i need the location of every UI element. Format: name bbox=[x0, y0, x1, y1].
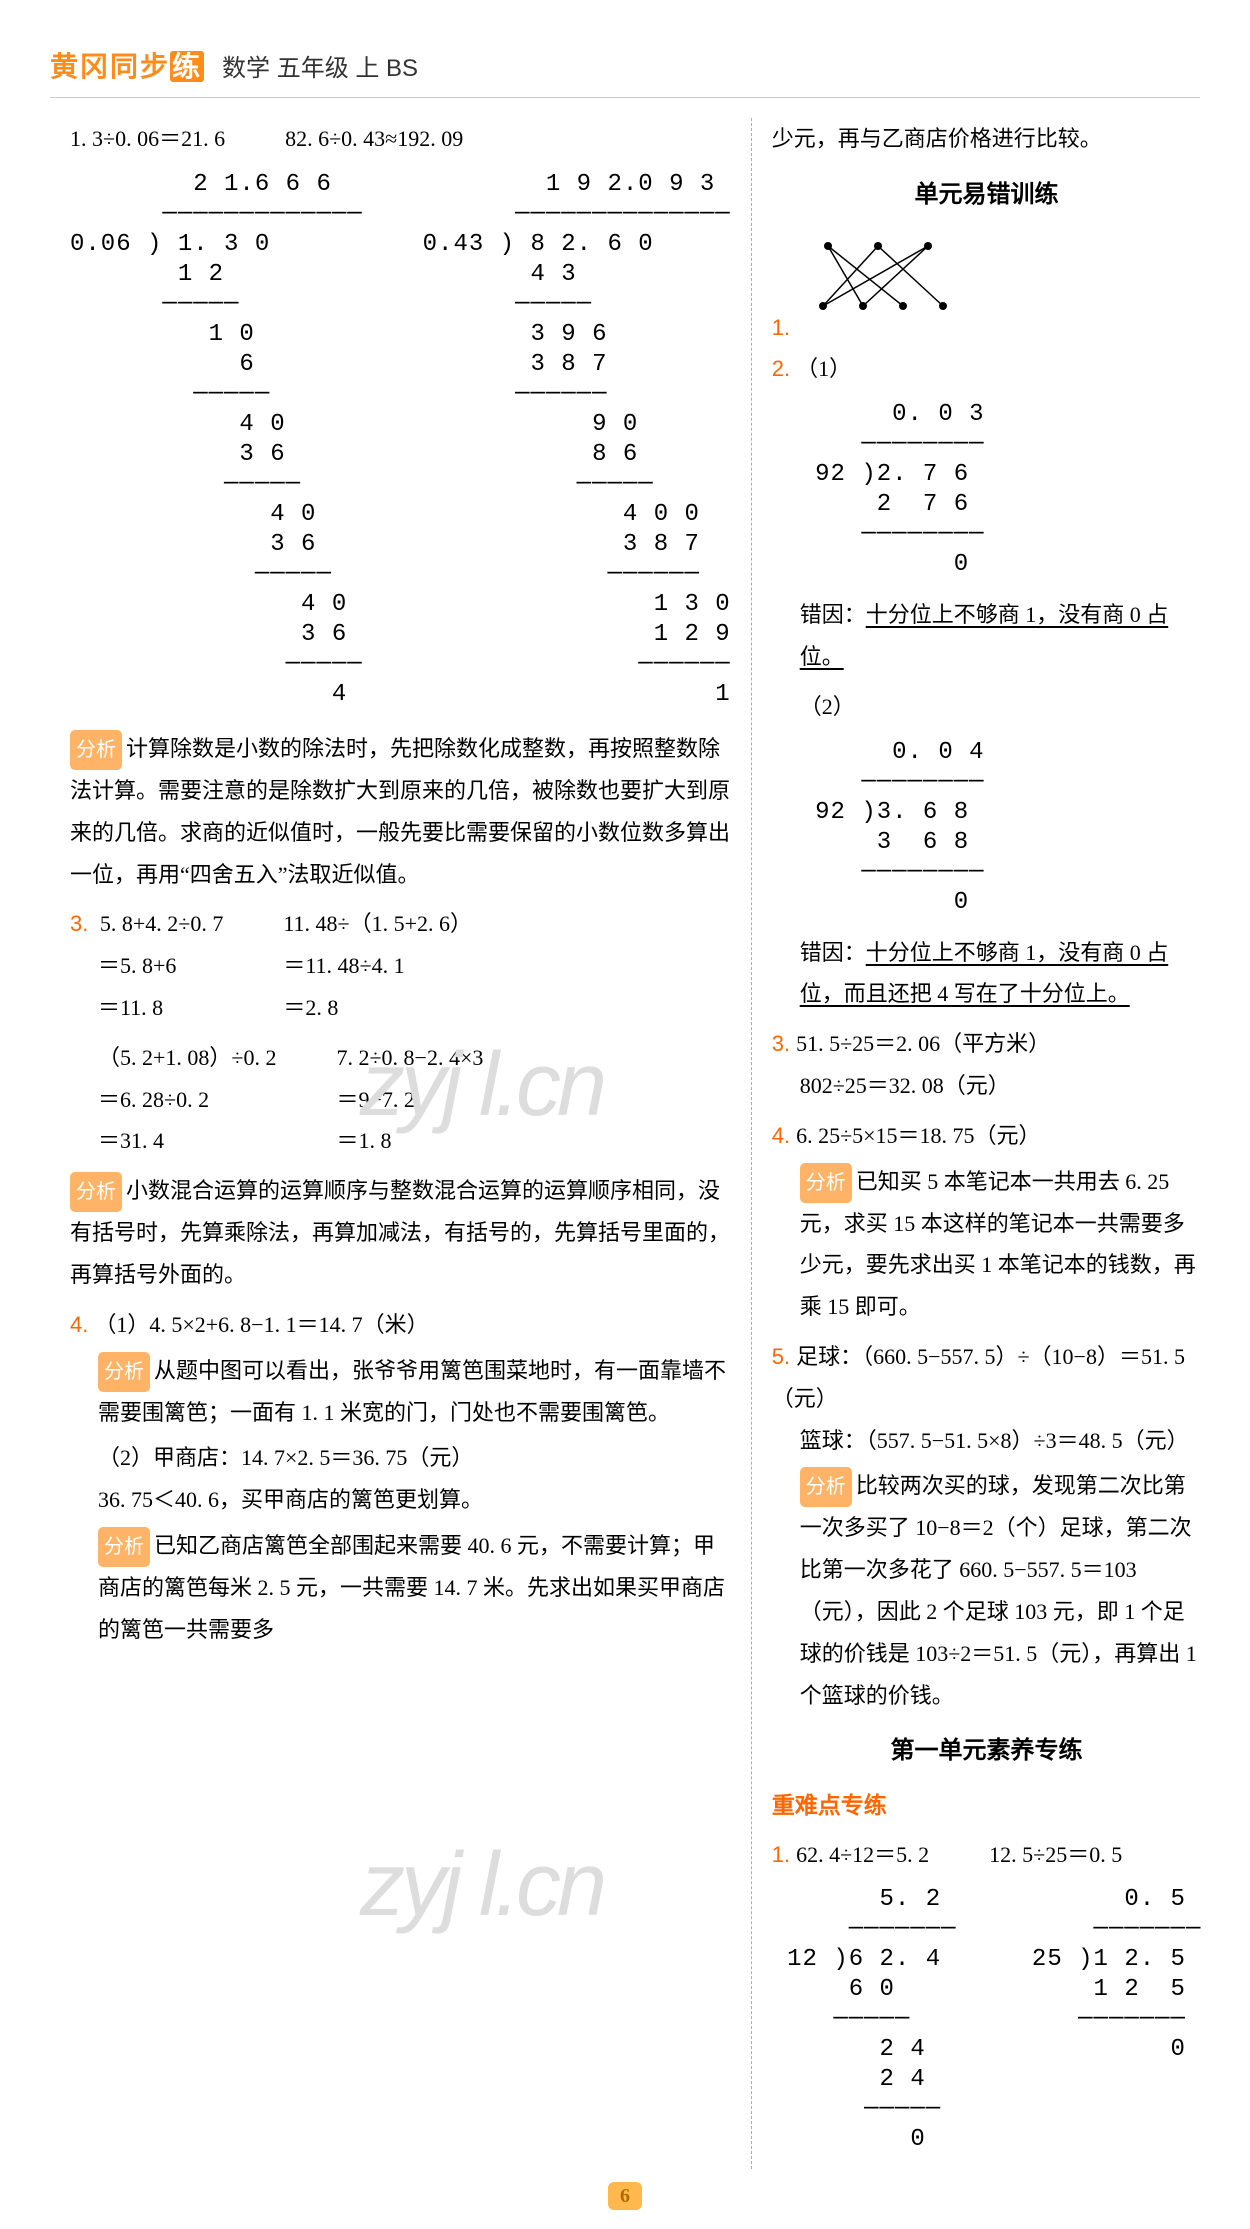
brand: 黄冈同步练 bbox=[50, 40, 204, 93]
analysis-block: 分析比较两次买的球，发现第二次比第一次多买了 10−8＝2（个）足球，第二次比第… bbox=[772, 1465, 1202, 1716]
continuation-text: 少元，再与乙商店价格进行比较。 bbox=[772, 118, 1202, 160]
calc-line: 足球：（660. 5−557. 5）÷（10−8）＝51. 5（元） bbox=[772, 1344, 1185, 1411]
eq-row-top: 1. 3÷0. 06＝21. 6 82. 6÷0. 43≈192. 09 bbox=[70, 118, 731, 160]
calc-line: （2）甲商店：14. 7×2. 5＝36. 75（元） bbox=[70, 1437, 731, 1479]
right-column: 少元，再与乙商店价格进行比较。 单元易错训练 1. 2.（1） 0. 0 3 ─… bbox=[752, 118, 1222, 2169]
item-number: 1. bbox=[772, 315, 790, 340]
analysis-block: 分析已知买 5 本笔记本一共用去 6. 25 元，求买 15 本这样的笔记本一共… bbox=[772, 1161, 1202, 1328]
error-line: 错因：十分位上不够商 1，没有商 0 占位，而且还把 4 写在了十分位上。 bbox=[772, 932, 1202, 1016]
long-division: 0. 5 ─────── 25 )1 2. 5 1 2 5 ─────── 0 bbox=[1017, 1885, 1202, 2155]
calc-line: ＝9−7. 2 bbox=[336, 1079, 483, 1121]
sub-label: （1） bbox=[796, 356, 851, 381]
calc-line: 5. 8+4. 2÷0. 7 bbox=[94, 911, 223, 936]
practice-row-1: 1.62. 4÷12＝5. 2 12. 5÷25＝0. 5 bbox=[772, 1834, 1202, 1876]
q3: 3.51. 5÷25＝2. 06（平方米） bbox=[772, 1023, 1202, 1065]
analysis-text: 小数混合运算的运算顺序与整数混合运算的运算顺序相同，没有括号时，先算乘除法，再算… bbox=[70, 1178, 730, 1287]
analysis-text: 已知买 5 本笔记本一共用去 6. 25 元，求买 15 本这样的笔记本一共需要… bbox=[800, 1169, 1196, 1320]
analysis-text: 已知乙商店篱笆全部围起来需要 40. 6 元，不需要计算；甲商店的篱笆每米 2.… bbox=[98, 1533, 725, 1642]
analysis-text: 计算除数是小数的除法时，先把除数化成整数，再按照整数除法计算。需要注意的是除数扩… bbox=[70, 736, 730, 887]
subheading: 重难点专练 bbox=[772, 1784, 1202, 1828]
calc-line: 11. 48÷（1. 5+2. 6） bbox=[283, 903, 472, 945]
calc-line: ＝5. 8+6 bbox=[70, 945, 223, 987]
analysis-tag: 分析 bbox=[70, 730, 122, 770]
analysis-tag: 分析 bbox=[800, 1163, 852, 1203]
calc-block: 11. 48÷（1. 5+2. 6） ＝11. 48÷4. 1 ＝2. 8 bbox=[283, 903, 472, 1028]
q3-row1: 3. 5. 8+4. 2÷0. 7 ＝5. 8+6 ＝11. 8 11. 48÷… bbox=[70, 903, 731, 1028]
calc-block: 3. 5. 8+4. 2÷0. 7 ＝5. 8+6 ＝11. 8 bbox=[70, 903, 223, 1028]
item-number: 5. bbox=[772, 1344, 790, 1369]
left-column: 1. 3÷0. 06＝21. 6 82. 6÷0. 43≈192. 09 2 1… bbox=[50, 118, 752, 2169]
error-label: 错因： bbox=[800, 940, 866, 965]
calc-block: （5. 2+1. 08）÷0. 2 ＝6. 28÷0. 2 ＝31. 4 bbox=[70, 1037, 276, 1162]
analysis-block: 分析从题中图可以看出，张爷爷用篱笆围菜地时，有一面靠墙不需要围篱笆；一面有 1.… bbox=[70, 1350, 731, 1434]
calc-line: 7. 2÷0. 8−2. 4×3 bbox=[336, 1037, 483, 1079]
calc-line: 36. 75＜40. 6，买甲商店的篱笆更划算。 bbox=[70, 1479, 731, 1521]
analysis-tag: 分析 bbox=[70, 1172, 122, 1212]
item-number: 1. bbox=[772, 1842, 790, 1867]
q1-graph-row: 1. bbox=[772, 228, 1202, 349]
q4: 4.6. 25÷5×15＝18. 75（元） bbox=[772, 1115, 1202, 1157]
calc-line: 6. 25÷5×15＝18. 75（元） bbox=[796, 1123, 1040, 1148]
item-number: 4. bbox=[70, 1312, 88, 1337]
analysis-tag: 分析 bbox=[98, 1527, 150, 1567]
error-line: 错因：十分位上不够商 1，没有商 0 占位。 bbox=[772, 594, 1202, 678]
calc-line: ＝11. 48÷4. 1 bbox=[283, 945, 472, 987]
calc-line: 篮球：（557. 5−51. 5×8）÷3＝48. 5（元） bbox=[772, 1420, 1202, 1462]
calc-line: 51. 5÷25＝2. 06（平方米） bbox=[796, 1031, 1050, 1056]
sub-label: （2） bbox=[800, 694, 855, 719]
calc-line: 12. 5÷25＝0. 5 bbox=[989, 1834, 1122, 1876]
equation: 82. 6÷0. 43≈192. 09 bbox=[285, 118, 463, 160]
matching-graph bbox=[808, 236, 968, 321]
brand-text-a: 黄冈同步 bbox=[50, 51, 170, 82]
calc-block: 7. 2÷0. 8−2. 4×3 ＝9−7. 2 ＝1. 8 bbox=[336, 1037, 483, 1162]
practice-longdiv-row: 5. 2 ─────── 12 )6 2. 4 6 0 ───── 2 4 2 … bbox=[772, 1875, 1202, 2169]
long-division: 5. 2 ─────── 12 )6 2. 4 6 0 ───── 2 4 2 … bbox=[772, 1885, 957, 2155]
q2-1: 2.（1） 0. 0 3 ──────── 92 )2. 7 6 2 7 6 ─… bbox=[772, 348, 1202, 580]
page-number-badge: 6 bbox=[608, 2182, 642, 2210]
calc-line: （5. 2+1. 08）÷0. 2 bbox=[70, 1037, 276, 1079]
long-division: 2 1.6 6 6 ───────────── 0.06 ) 1. 3 0 1 … bbox=[70, 170, 363, 710]
long-division: 1 9 2.0 9 3 ────────────── 0.43 ) 8 2. 6… bbox=[423, 170, 731, 710]
calc-line: ＝6. 28÷0. 2 bbox=[70, 1079, 276, 1121]
item-number: 3. bbox=[70, 911, 88, 936]
subject-text: 数学 五年级 上 BS bbox=[222, 46, 418, 92]
q2-2: （2） 0. 0 4 ──────── 92 )3. 6 8 3 6 8 ───… bbox=[772, 686, 1202, 918]
calc-line: 802÷25＝32. 08（元） bbox=[772, 1065, 1202, 1107]
analysis-block: 分析小数混合运算的运算顺序与整数混合运算的运算顺序相同，没有括号时，先算乘除法，… bbox=[70, 1170, 731, 1296]
item-number: 4. bbox=[772, 1123, 790, 1148]
calc-line: 62. 4÷12＝5. 2 bbox=[796, 1842, 929, 1867]
brand-text-b: 练 bbox=[170, 51, 204, 82]
q5: 5.足球：（660. 5−557. 5）÷（10−8）＝51. 5（元） bbox=[772, 1336, 1202, 1420]
item-number: 3. bbox=[772, 1031, 790, 1056]
analysis-block: 分析计算除数是小数的除法时，先把除数化成整数，再按照整数除法计算。需要注意的是除… bbox=[70, 728, 731, 895]
calc-line: ＝2. 8 bbox=[283, 987, 472, 1029]
analysis-tag: 分析 bbox=[800, 1467, 852, 1507]
calc-line: ＝31. 4 bbox=[70, 1120, 276, 1162]
long-division: 0. 0 3 ──────── 92 )2. 7 6 2 7 6 ───────… bbox=[772, 400, 1202, 580]
long-division: 0. 0 4 ──────── 92 )3. 6 8 3 6 8 ───────… bbox=[800, 738, 1202, 918]
item-number: 2. bbox=[772, 356, 790, 381]
section-title: 第一单元素养专练 bbox=[772, 1728, 1202, 1774]
content-columns: 1. 3÷0. 06＝21. 6 82. 6÷0. 43≈192. 09 2 1… bbox=[50, 118, 1200, 2169]
page-number: 6 bbox=[608, 2174, 642, 2216]
q3-row2: （5. 2+1. 08）÷0. 2 ＝6. 28÷0. 2 ＝31. 4 7. … bbox=[70, 1037, 731, 1162]
analysis-tag: 分析 bbox=[98, 1352, 150, 1392]
analysis-block: 分析已知乙商店篱笆全部围起来需要 40. 6 元，不需要计算；甲商店的篱笆每米 … bbox=[70, 1525, 731, 1651]
calc-line: ＝1. 8 bbox=[336, 1120, 483, 1162]
section-title: 单元易错训练 bbox=[772, 172, 1202, 218]
analysis-text: 比较两次买的球，发现第二次比第一次多买了 10−8＝2（个）足球，第二次比第一次… bbox=[800, 1473, 1197, 1707]
equation: 1. 3÷0. 06＝21. 6 bbox=[70, 118, 225, 160]
q4-1: 4.（1）4. 5×2+6. 8−1. 1＝14. 7（米） bbox=[70, 1304, 731, 1346]
calc-line: ＝11. 8 bbox=[70, 987, 223, 1029]
error-label: 错因： bbox=[800, 602, 866, 627]
longdiv-pair-1: 2 1.6 6 6 ───────────── 0.06 ) 1. 3 0 1 … bbox=[70, 160, 731, 724]
analysis-text: 从题中图可以看出，张爷爷用篱笆围菜地时，有一面靠墙不需要围篱笆；一面有 1. 1… bbox=[98, 1358, 726, 1425]
page-header: 黄冈同步练 数学 五年级 上 BS bbox=[50, 40, 1200, 98]
calc-line: （1）4. 5×2+6. 8−1. 1＝14. 7（米） bbox=[94, 1312, 428, 1337]
